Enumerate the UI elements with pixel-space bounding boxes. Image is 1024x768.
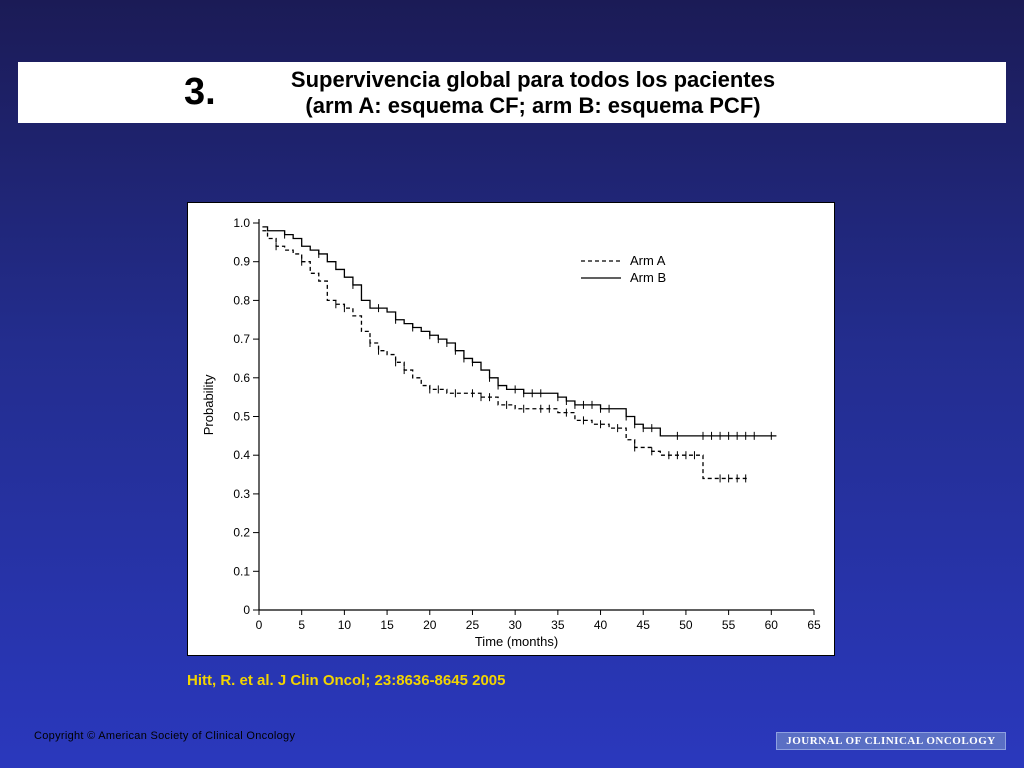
citation: Hitt, R. et al. J Clin Oncol; 23:8636-86… — [187, 672, 506, 689]
x-tick-label: 45 — [637, 618, 651, 632]
x-tick-label: 5 — [298, 618, 305, 632]
x-tick-label: 25 — [466, 618, 480, 632]
y-tick-label: 0.9 — [233, 255, 250, 269]
y-tick-label: 0.8 — [233, 293, 250, 307]
x-tick-label: 50 — [679, 618, 693, 632]
y-tick-label: 0.5 — [233, 410, 250, 424]
y-tick-label: 0.4 — [233, 448, 250, 462]
x-tick-label: 40 — [594, 618, 608, 632]
y-tick-label: 0.1 — [233, 564, 250, 578]
arm-b-survival-curve — [262, 226, 777, 437]
x-tick-label: 15 — [380, 618, 394, 632]
slide-number: 3. — [184, 71, 216, 113]
x-axis-title: Time (months) — [475, 634, 558, 649]
x-tick-label: 35 — [551, 618, 565, 632]
survival-chart-figure: 0 0.1 0.2 0.3 0.4 0.5 0.6 0.7 0.8 0.9 1.0 0 5 10 15 20 2… — [187, 202, 835, 656]
x-tick-label: 55 — [722, 618, 736, 632]
journal-logo: JOURNAL OF CLINICAL ONCOLOGY — [776, 732, 1006, 750]
x-tick-label: 60 — [765, 618, 779, 632]
y-tick-label: 1.0 — [233, 216, 250, 230]
slide-title-line-2: (arm A: esquema CF; arm B: esquema PCF) — [305, 93, 761, 118]
y-tick-label: 0.3 — [233, 487, 250, 501]
survival-chart: 0 0.1 0.2 0.3 0.4 0.5 0.6 0.7 0.8 0.9 1.0 0 5 10 15 20 2… — [201, 216, 821, 649]
x-tick-label: 65 — [807, 618, 821, 632]
x-tick-label: 30 — [508, 618, 522, 632]
legend-label-arm-a: Arm A — [630, 253, 666, 268]
y-tick-label: 0.7 — [233, 332, 250, 346]
x-tick-label: 10 — [338, 618, 352, 632]
copyright-notice: Copyright © American Society of Clinical… — [34, 730, 296, 742]
x-tick-label: 0 — [256, 618, 263, 632]
legend-label-arm-b: Arm B — [630, 270, 666, 285]
slide-title: Supervivencia global para todos los paci… — [238, 67, 828, 119]
y-axis-title: Probability — [201, 374, 216, 435]
y-tick-label: 0 — [243, 603, 250, 617]
y-tick-label: 0.6 — [233, 371, 250, 385]
slide-title-line-1: Supervivencia global para todos los paci… — [290, 67, 776, 92]
y-tick-label: 0.2 — [233, 526, 250, 540]
x-tick-label: 20 — [423, 618, 437, 632]
arm-a-survival-curve — [262, 230, 750, 480]
title-bar: 3. Supervivencia global para todos los p… — [18, 62, 1006, 123]
